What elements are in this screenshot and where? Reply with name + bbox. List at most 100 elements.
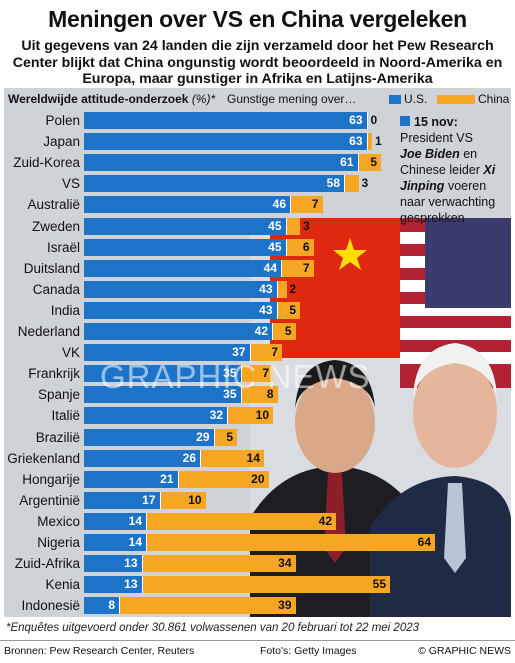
bar-us: 58 [84,175,345,193]
bar-us: 63 [84,133,368,151]
legend-swatch-china [437,95,475,104]
category-label: VK [61,345,80,361]
bar-us: 21 [84,470,179,488]
bar-us: 35 [84,365,242,383]
chart-row: Zuid-Korea 61 5 [4,152,511,173]
chart-row: Zweden 45 3 [4,216,511,237]
bar-china: 5 [273,323,296,340]
bar-us: 61 [84,154,359,172]
chart-title: Meningen over VS en China vergeleken [48,6,467,32]
chart-row: Nederland 42 5 [4,321,511,342]
bar-us: 43 [84,280,278,298]
chart-row: VS 58 3 [4,173,511,194]
bar-us: 26 [84,449,201,467]
category-label: Canada [32,281,80,297]
legend-label-us: U.S. [404,92,428,106]
footer-sources: Bronnen: Pew Research Center, Reuters [4,645,195,657]
chart-row: Spanje 35 8 [4,384,511,405]
note-leader-1: Joe Biden [400,147,460,161]
bar-us: 42 [84,323,273,340]
category-label: Griekenland [7,450,80,466]
bar-us: 45 [84,217,287,235]
chart-row: Hongarije 21 20 [4,469,511,490]
bar-china: 20 [178,470,269,488]
category-label: Hongarije [22,471,80,487]
summit-note: 15 nov: President VS Joe Biden en Chines… [400,114,510,226]
footer-copyright: © GRAPHIC NEWS [418,645,511,657]
bar-us: 45 [84,238,287,256]
bar-us: 14 [84,512,147,530]
chart-row: Brazilië 29 5 [4,427,511,448]
bar-us: 32 [84,407,228,425]
bar-china: 42 [147,512,336,530]
chart-row: Griekenland 26 14 [4,448,511,469]
category-label: Zuid-Korea [13,155,80,171]
note-text-3: voeren naar verwachting gesprekken [400,179,496,225]
chart-row: Japan 63 1 [4,131,511,152]
bar-us: 29 [84,428,215,446]
bar-china [367,133,372,151]
note-text-1: President VS [400,131,473,145]
chart-row: India 43 5 [4,300,511,321]
bar-china [345,175,359,193]
chart-subtitle: Uit gegevens van 24 landen die zijn verz… [12,38,503,88]
legend-unit: (%)* [191,92,216,106]
chart-row: Indonesië 8 39 [4,595,511,616]
legend-label-china: China [478,92,510,106]
chart-row: Italië 32 10 [4,405,511,426]
bar-china: 14 [201,449,264,467]
bar-china: 34 [142,555,296,573]
category-label: Indonesië [21,598,80,614]
chart-row: Israël 45 6 [4,237,511,258]
category-label: Japan [43,134,80,150]
category-label: Zuid-Afrika [14,556,80,572]
note-text-2: en Chinese leider [400,147,480,177]
bar-china: 55 [142,576,390,594]
category-label: Nigeria [37,535,80,550]
note-marker [400,116,410,126]
bar-china: 7 [282,259,314,277]
bar-us: 63 [84,112,368,129]
category-label: Mexico [37,513,80,529]
legend-label-text: Wereldwijde attitude-onderzoek [8,92,189,106]
bar-china: 39 [120,597,296,615]
bar-china: 10 [160,491,206,509]
china-value-label: 1 [375,134,382,149]
bar-china: 8 [241,386,278,404]
bar-china: 7 [241,365,273,383]
bar-us: 46 [84,196,291,214]
category-label: Argentinië [19,492,80,508]
note-leader-2: Xi Jinping [400,163,496,193]
photo-illustration [250,218,511,617]
chart-row: Argentinië 17 10 [4,490,511,511]
footer: Bronnen: Pew Research Center, Reuters Fo… [0,640,515,663]
leaders-photo [250,218,511,617]
bar-us: 43 [84,301,278,319]
bar-china: 6 [286,238,314,256]
legend-swatch-us [389,95,401,104]
bar-us: 35 [84,386,242,404]
bar-us: 8 [84,597,120,615]
chart-row: Zuid-Afrika 13 34 [4,553,511,574]
bar-china: 5 [277,301,300,319]
bar-china: 5 [358,154,381,172]
bar-china: 7 [291,196,323,214]
chart-row: VK 37 7 [4,342,511,363]
category-label: Spanje [37,387,80,403]
category-label: Kenia [45,577,80,593]
bar-china [286,217,300,235]
chart-row: Australië 46 7 [4,194,511,215]
category-label: Brazilië [35,429,80,445]
category-label: Frankrijk [28,366,80,382]
china-value-label: 3 [361,176,369,191]
category-label: Nederland [17,324,80,339]
chart-row: Duitsland 44 7 [4,258,511,279]
bar-china [277,280,287,298]
china-value-label: 2 [289,281,297,296]
footnote: *Enquêtes uitgevoerd onder 30.861 volwas… [6,622,420,634]
bar-us: 44 [84,259,282,277]
legend-measure: Gunstige mening over… [227,92,357,106]
note-date: 15 nov: [414,115,458,129]
chart-row: Canada 43 2 [4,279,511,300]
category-label: Italië [51,408,80,424]
